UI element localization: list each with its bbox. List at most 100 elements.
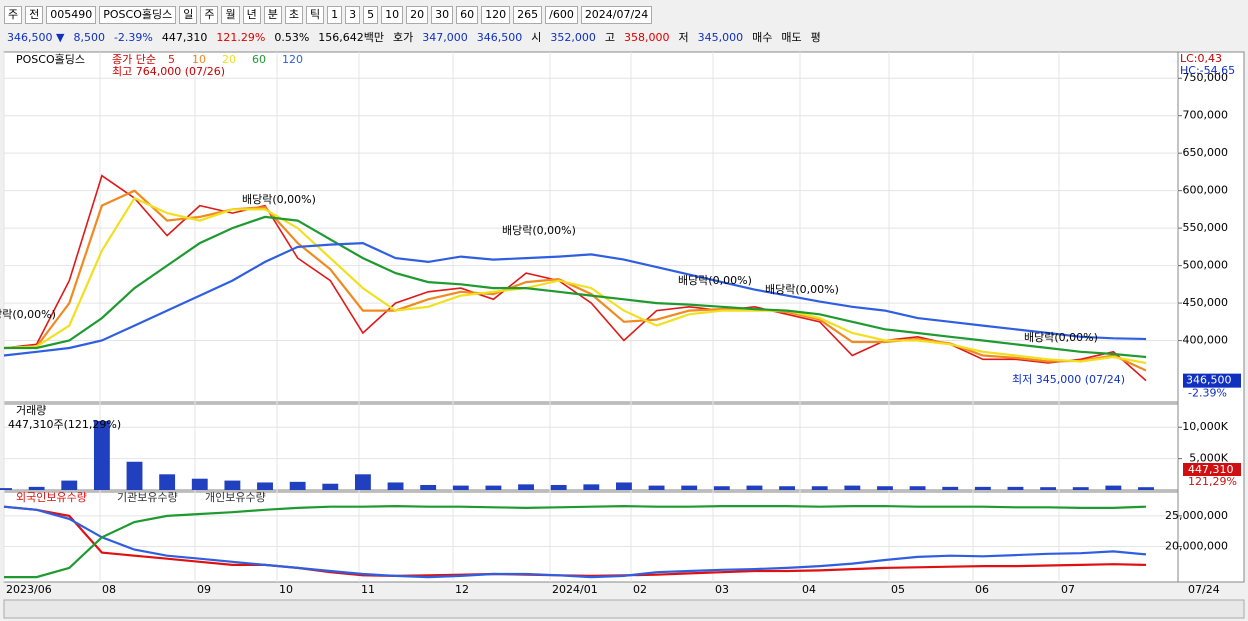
y-tick-label: 700,000 [1183,109,1229,122]
pane-title: 거래량 [16,404,46,417]
bar [159,474,176,490]
annotation: 배당락(0,00%) [1024,331,1098,344]
line [3,505,1147,579]
field[interactable]: 005490 [46,6,97,24]
field[interactable]: 월 [221,6,240,24]
bar [93,420,110,490]
y-tick-label: 400,000 [1183,334,1229,347]
field[interactable]: 10 [381,6,404,24]
y-tick-label: 5,000K [1189,452,1228,465]
bar [583,484,600,490]
current-price-tag [1183,373,1241,388]
bar [452,485,469,490]
field[interactable]: 매도 [781,31,802,44]
x-tick-label: 05 [891,583,905,596]
chart-title: POSCO홀딩스 [16,53,85,66]
field[interactable]: /600 [545,6,578,24]
current-rate: -2.39% [1188,387,1227,400]
pane [3,51,1179,403]
field: 352,000 [550,31,596,44]
field[interactable]: 주 [200,6,219,24]
x-tick-label: 07 [1061,583,1075,596]
bar [61,480,78,490]
bar [1072,487,1089,490]
field[interactable]: 주 [4,6,23,24]
field[interactable]: 틱 [305,6,325,24]
bar [1040,487,1057,490]
x-tick-label: 10 [279,583,293,596]
bar [909,486,926,490]
field[interactable]: 평 [810,31,821,44]
bar [648,485,665,490]
field[interactable]: 매수 [752,31,773,44]
bar [746,485,763,490]
field[interactable]: 265 [513,6,543,24]
field[interactable]: 초 [284,6,303,24]
field: 8,500 [73,31,105,44]
legend-entry: 120 [282,53,303,66]
x-tick-label: 09 [197,583,211,596]
field[interactable]: 1 [327,6,343,24]
y-tick-label: 600,000 [1183,184,1229,197]
bar [387,482,404,490]
last-rate: 121,29% [1188,475,1237,488]
field[interactable]: 일 [179,6,198,24]
chart: 2023/06 08 09 10 11 12 2024/01 02 03 04 05 06 07 07/2… [0,51,1245,619]
field: 345,000 [697,31,744,44]
field[interactable]: 분 [263,6,282,24]
field: 156,642백만 [318,31,385,44]
annotation: 배당락(0,00%) [502,224,576,237]
field[interactable]: 30 [431,6,454,24]
field: 고 [604,31,616,44]
legend-title: 종가 단순 [112,53,156,66]
field[interactable]: 120 [481,6,511,24]
line [3,174,1147,382]
bar [322,483,339,490]
legend-entry: 10 [192,53,206,66]
field[interactable]: 5 [363,6,379,24]
bar [713,486,730,490]
bar [942,486,959,490]
y-tick-label: 10,000K [1182,420,1228,433]
bar [354,474,371,490]
field[interactable]: 60 [456,6,479,24]
pane [3,491,1179,583]
low-note: 최저 345,000 (07/24) [1012,373,1125,386]
field[interactable]: 전 [25,6,44,24]
field[interactable]: 년 [242,6,261,24]
y-tick-label: 500,000 [1183,259,1229,272]
field[interactable]: POSCO홀딩스 [99,6,177,24]
bar [485,485,502,490]
annotation: 배당락(0,00%) [0,308,56,321]
field[interactable]: 2024/07/24 [580,6,653,24]
field: 저 [678,31,689,44]
legend-entry: 5 [168,53,175,66]
y-tick-label: 750,000 [1183,71,1229,84]
x-tick-label: 11 [361,583,375,596]
annotation: 배당락(0,00%) [765,283,839,296]
x-tick-label: 02 [633,583,647,596]
field: 121.29% [216,31,266,44]
legend-entry: 60 [252,53,266,66]
current-price: 346,500 [1186,374,1232,387]
y-tick-label: 20,000,000 [1165,539,1228,552]
field: 347,000 [422,31,468,44]
bar [1007,486,1024,490]
field[interactable]: 20 [406,6,429,24]
bar [0,488,12,490]
hc: HC:-54,65 [1180,64,1235,77]
legend-entry: 개인보유수량 [205,491,266,504]
scrollbar [3,599,1245,619]
field[interactable]: 3 [345,6,361,24]
bar [289,481,306,490]
x-tick-label: 04 [802,583,816,596]
line [4,504,1147,579]
bar [681,485,698,490]
bar [974,486,991,490]
line [3,241,1147,357]
field: 447,310 [161,31,208,44]
bar [518,484,534,490]
legend-entry: 20 [222,53,236,66]
last-volume: 447,310 [1188,463,1234,476]
